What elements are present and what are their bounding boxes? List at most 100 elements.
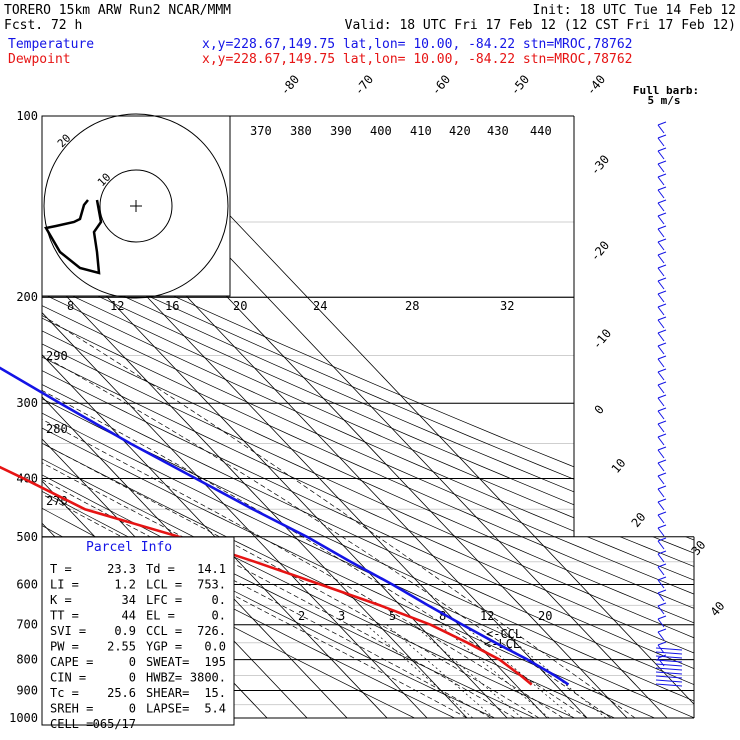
wind-barb-shaft bbox=[657, 176, 665, 186]
parcel-value: 753. bbox=[197, 578, 226, 592]
pressure-label: 200 bbox=[16, 290, 38, 304]
pressure-label: 500 bbox=[16, 530, 38, 544]
wind-barb-flag bbox=[657, 394, 667, 399]
parcel-value: 25.6 bbox=[107, 686, 136, 700]
wind-barb-shaft bbox=[657, 189, 665, 199]
wind-barb-flag bbox=[657, 511, 667, 516]
theta-label: 290 bbox=[46, 349, 68, 363]
dry-adiabat-line bbox=[42, 116, 655, 718]
wind-barb-shaft bbox=[657, 462, 665, 472]
wind-barb-flag bbox=[657, 420, 667, 425]
wind-barb-shaft bbox=[657, 293, 665, 303]
wind-barb-shaft bbox=[657, 644, 665, 654]
dry-adiabat-line bbox=[42, 116, 694, 718]
wind-barb-flag bbox=[657, 290, 667, 295]
wind-barb-shaft bbox=[657, 137, 665, 147]
wind-barb-low bbox=[655, 671, 683, 675]
barb-legend-unit: 5 m/s bbox=[647, 94, 680, 107]
moist-adiabat-line bbox=[42, 296, 588, 718]
wind-barb-shaft bbox=[657, 215, 665, 225]
parcel-key: CCL = bbox=[146, 624, 182, 638]
parcel-key: TT = bbox=[50, 609, 79, 623]
wind-barb-flag bbox=[657, 134, 667, 139]
speed-label: 24 bbox=[313, 299, 327, 313]
dry-adiabat-line bbox=[42, 116, 694, 718]
parcel-value: 195 bbox=[204, 655, 226, 669]
parcel-key: EL = bbox=[146, 609, 175, 623]
temperature-location: x,y=228.67,149.75 lat,lon= 10.00, -84.22… bbox=[202, 37, 632, 52]
parcel-value: 0.9 bbox=[114, 624, 136, 638]
wind-barb-shaft bbox=[657, 618, 665, 628]
mixing-ratio-line bbox=[386, 624, 495, 718]
wind-barb-low bbox=[655, 651, 683, 655]
pressure-label: 1000 bbox=[9, 711, 38, 725]
isotherm-label: -50 bbox=[508, 72, 533, 98]
parcel-key: LAPSE= bbox=[146, 702, 189, 716]
parcel-value: 0 bbox=[129, 655, 136, 669]
wind-barb-shaft bbox=[657, 553, 665, 563]
wind-barb-shaft bbox=[657, 202, 665, 212]
wind-barb-flag bbox=[657, 485, 667, 490]
isotherm-label: -30 bbox=[588, 152, 613, 178]
pressure-label: 800 bbox=[16, 653, 38, 667]
wind-barb-low bbox=[655, 679, 683, 683]
mixing-ratio-label: 12 bbox=[480, 609, 494, 623]
wind-barb-shaft bbox=[657, 397, 665, 407]
wind-barb-shaft bbox=[657, 436, 665, 446]
dewpoint-legend: Dewpoint bbox=[8, 52, 71, 67]
dry-adiabat-line bbox=[42, 116, 694, 718]
wind-barb-shaft bbox=[657, 384, 665, 394]
dry-adiabat-line bbox=[42, 116, 575, 718]
wind-barb-flag bbox=[657, 186, 667, 191]
model-title: TORERO 15km ARW Run2 NCAR/MMM bbox=[4, 3, 231, 18]
wind-barb-shaft bbox=[657, 228, 665, 238]
parcel-key: LCL = bbox=[146, 578, 182, 592]
wind-barb-shaft bbox=[657, 566, 665, 576]
wind-barb-shaft bbox=[657, 371, 665, 381]
isotherm-label: 30 bbox=[689, 538, 709, 558]
temperature-legend: Temperature bbox=[8, 37, 94, 52]
profile-temperature bbox=[0, 366, 570, 686]
dry-adiabat-line bbox=[42, 116, 694, 718]
parcel-value: 15. bbox=[204, 686, 226, 700]
wind-barb-flag bbox=[657, 641, 667, 646]
wind-barb-flag bbox=[657, 238, 667, 243]
parcel-key: SVI = bbox=[50, 624, 86, 638]
hodograph-trace bbox=[44, 199, 103, 275]
dry-adiabat-line bbox=[42, 116, 694, 718]
wind-barb-shaft bbox=[657, 280, 665, 290]
theta-label: 410 bbox=[410, 124, 432, 138]
wind-barb-flag bbox=[657, 147, 667, 152]
isotherm-label: 0 bbox=[592, 402, 607, 417]
parcel-value: 14.1 bbox=[197, 562, 226, 576]
wind-barb-flag bbox=[657, 563, 667, 568]
isotherm-label: -70 bbox=[352, 72, 377, 98]
mixing-ratio-line bbox=[413, 624, 523, 718]
wind-barb-low bbox=[655, 667, 683, 671]
speed-label: 8 bbox=[67, 299, 74, 313]
speed-label: 20 bbox=[233, 299, 247, 313]
dry-adiabat-line bbox=[42, 116, 694, 718]
parcel-key: CELL = bbox=[50, 717, 93, 731]
wind-barb-low bbox=[655, 647, 683, 651]
wind-barb-flag bbox=[657, 628, 667, 633]
wind-barb-shaft bbox=[657, 254, 665, 264]
dry-adiabat-line bbox=[42, 116, 694, 718]
parcel-value: 0. bbox=[212, 609, 226, 623]
wind-barb-shaft bbox=[657, 540, 665, 550]
wind-barb-low bbox=[655, 675, 683, 679]
wind-barb-flag bbox=[657, 459, 667, 464]
parcel-key: LFC = bbox=[146, 593, 182, 607]
wind-barb-shaft bbox=[657, 150, 665, 160]
wind-barb-shaft bbox=[657, 605, 665, 615]
mixing-ratio-label: 3 bbox=[338, 609, 345, 623]
wind-barb-shaft bbox=[657, 241, 665, 251]
wind-barb-shaft bbox=[657, 267, 665, 277]
parcel-value: 3800. bbox=[190, 671, 226, 685]
parcel-value: 23.3 bbox=[107, 562, 136, 576]
parcel-key: SWEAT= bbox=[146, 655, 189, 669]
theta-label: 390 bbox=[330, 124, 352, 138]
mixing-ratio-label: 20 bbox=[538, 609, 552, 623]
dry-adiabat-line bbox=[42, 116, 694, 718]
isotherm-line bbox=[42, 116, 428, 718]
